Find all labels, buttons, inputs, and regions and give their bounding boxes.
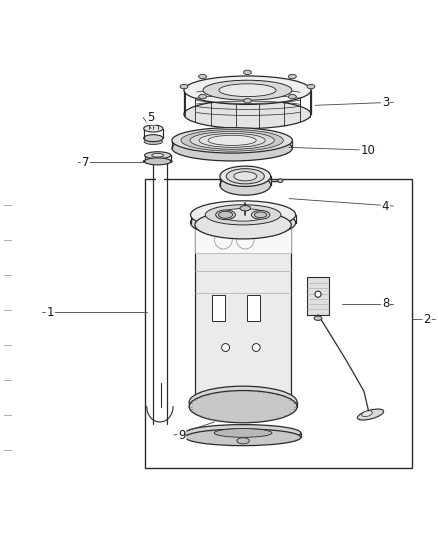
Ellipse shape <box>240 206 251 211</box>
Bar <box>247 295 260 321</box>
Ellipse shape <box>254 212 267 217</box>
Text: 4: 4 <box>381 199 389 213</box>
Ellipse shape <box>278 179 283 182</box>
Ellipse shape <box>203 80 292 100</box>
Ellipse shape <box>314 316 322 320</box>
Ellipse shape <box>234 172 257 181</box>
Ellipse shape <box>145 152 171 159</box>
Ellipse shape <box>219 208 267 221</box>
Ellipse shape <box>289 94 297 99</box>
Ellipse shape <box>144 139 162 144</box>
Ellipse shape <box>219 84 276 96</box>
Text: 10: 10 <box>360 144 375 157</box>
Ellipse shape <box>362 411 372 417</box>
Bar <box>145 179 412 468</box>
Ellipse shape <box>226 168 265 184</box>
Ellipse shape <box>189 386 297 418</box>
Text: 1: 1 <box>46 306 54 319</box>
Ellipse shape <box>237 438 249 444</box>
Ellipse shape <box>220 166 271 187</box>
Ellipse shape <box>219 211 233 219</box>
Ellipse shape <box>289 74 297 79</box>
Circle shape <box>222 344 230 351</box>
Ellipse shape <box>195 211 291 239</box>
Ellipse shape <box>172 128 293 153</box>
Ellipse shape <box>184 100 311 128</box>
Ellipse shape <box>181 130 283 151</box>
Ellipse shape <box>190 132 274 149</box>
Text: 2: 2 <box>423 312 431 326</box>
Ellipse shape <box>191 201 296 229</box>
Ellipse shape <box>143 159 172 164</box>
Ellipse shape <box>215 210 236 220</box>
Bar <box>195 225 291 407</box>
Text: 5: 5 <box>148 111 155 124</box>
Ellipse shape <box>189 391 297 423</box>
Ellipse shape <box>208 135 256 146</box>
Ellipse shape <box>185 425 301 441</box>
Ellipse shape <box>191 209 296 237</box>
Ellipse shape <box>144 135 163 142</box>
Ellipse shape <box>152 154 164 157</box>
Text: 3: 3 <box>382 96 389 109</box>
Bar <box>212 295 225 321</box>
Bar <box>307 278 329 314</box>
Ellipse shape <box>180 84 188 89</box>
Ellipse shape <box>185 429 301 446</box>
Ellipse shape <box>251 211 270 219</box>
Bar <box>195 227 291 253</box>
Ellipse shape <box>220 175 271 195</box>
Text: 7: 7 <box>81 156 89 169</box>
Ellipse shape <box>172 135 293 161</box>
Ellipse shape <box>145 158 171 165</box>
Ellipse shape <box>307 84 315 89</box>
Ellipse shape <box>144 125 163 132</box>
Ellipse shape <box>244 99 251 103</box>
Ellipse shape <box>198 74 206 79</box>
Ellipse shape <box>214 429 272 437</box>
Circle shape <box>315 291 321 297</box>
Ellipse shape <box>198 94 206 99</box>
Ellipse shape <box>199 133 265 147</box>
Text: 9: 9 <box>178 429 186 442</box>
Ellipse shape <box>357 409 384 420</box>
Ellipse shape <box>205 205 281 225</box>
Ellipse shape <box>244 70 251 75</box>
Ellipse shape <box>153 159 167 163</box>
Bar <box>156 161 164 424</box>
Ellipse shape <box>184 76 311 104</box>
Text: 8: 8 <box>382 297 389 310</box>
Circle shape <box>252 344 260 351</box>
